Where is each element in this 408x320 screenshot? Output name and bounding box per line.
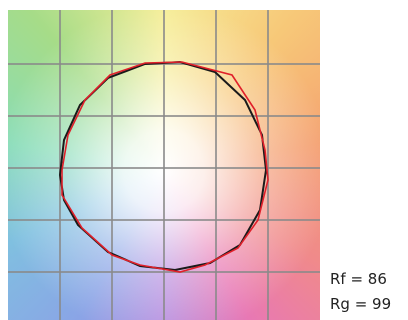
grid xyxy=(8,10,320,320)
test-polygon xyxy=(61,61,269,273)
color-vector-graphic xyxy=(8,10,320,320)
gamut-index: Rg = 99 xyxy=(330,295,392,313)
graphic-overlay xyxy=(8,10,320,320)
fidelity-index: Rf = 86 xyxy=(330,270,387,288)
